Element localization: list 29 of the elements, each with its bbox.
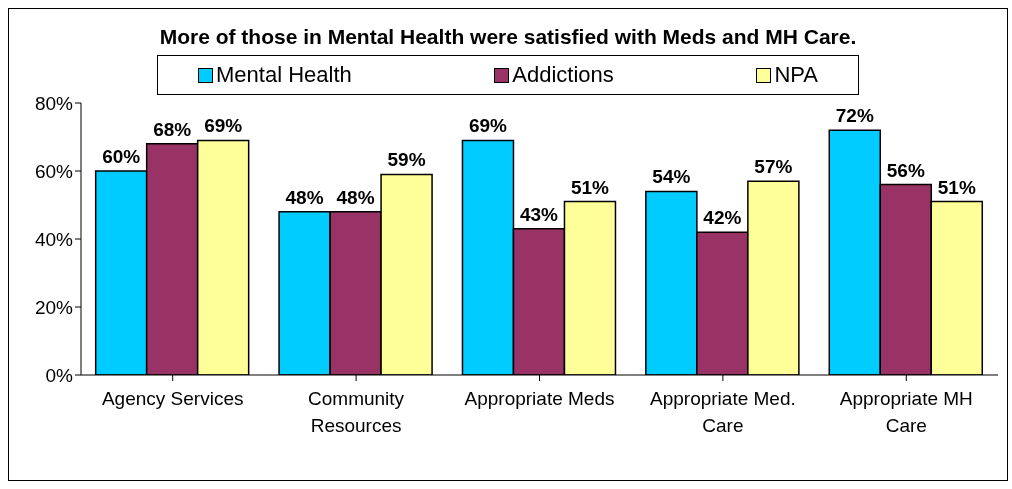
y-tick-label: 40% [34, 228, 74, 250]
data-label: 54% [652, 166, 691, 188]
data-label: 60% [102, 146, 141, 167]
data-label: 69% [204, 115, 243, 137]
data-label: 56% [886, 159, 925, 181]
data-label: 68% [153, 118, 192, 140]
x-tick-label: Appropriate Meds [464, 388, 615, 409]
x-tick-label: Community Resources [308, 388, 405, 436]
data-label: 48% [336, 186, 375, 208]
y-tick-label: 0% [45, 364, 74, 386]
x-tick-label: Agency Services [101, 388, 244, 409]
data-label: 48% [285, 186, 324, 208]
data-label: 51% [570, 176, 610, 198]
data-label: 51% [937, 176, 976, 198]
legend-label: Mental Health [215, 62, 352, 88]
legend-label: Addictions [511, 62, 614, 88]
data-label: 72% [835, 105, 874, 127]
data-label: 57% [754, 156, 793, 178]
data-label: 69% [468, 115, 508, 137]
y-tick-label: 60% [34, 160, 74, 182]
legend-label: NPA [773, 62, 818, 88]
chart-title: More of those in Mental Health were satisfied with Meds and MH Care. [158, 24, 858, 50]
y-tick-label: 80% [34, 92, 74, 114]
data-label: 43% [519, 203, 559, 225]
data-label: 59% [387, 149, 426, 171]
data-label: 42% [703, 207, 742, 229]
x-tick-label: Appropriate Med. Care [650, 388, 796, 436]
x-tick-label: Appropriate MH Care [839, 388, 973, 436]
y-tick-label: 20% [34, 296, 74, 318]
